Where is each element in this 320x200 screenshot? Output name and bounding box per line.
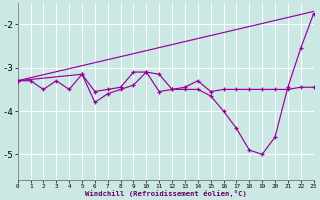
X-axis label: Windchill (Refroidissement éolien,°C): Windchill (Refroidissement éolien,°C) [85,190,247,197]
